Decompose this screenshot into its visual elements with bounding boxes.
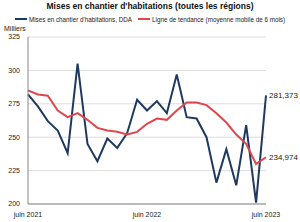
svg-text:281,373: 281,373 [269, 91, 292, 100]
svg-text:325: 325 [8, 33, 20, 40]
svg-text:275: 275 [8, 100, 20, 107]
svg-text:225: 225 [8, 167, 20, 174]
svg-text:200: 200 [8, 200, 20, 207]
html-text:Ligne de tendance (moyenne mob: Ligne de tendance (moyenne mobile de 6 m… [152, 15, 285, 23]
svg-text:250: 250 [8, 134, 20, 141]
svg-text:juin 2022: juin 2022 [132, 211, 162, 219]
html-text:Milliers: Milliers [4, 25, 26, 32]
html-text:Mises en chantier d'habitation: Mises en chantier d'habitations (toutes … [46, 1, 254, 11]
html-text:Mises en chantier d'habitation: Mises en chantier d'habitations, DDA [29, 15, 132, 23]
svg-text:234,974: 234,974 [269, 153, 292, 162]
svg-text:juin 2023: juin 2023 [251, 211, 281, 219]
svg-text:juin 2021: juin 2021 [13, 211, 43, 219]
svg-text:300: 300 [8, 67, 20, 74]
